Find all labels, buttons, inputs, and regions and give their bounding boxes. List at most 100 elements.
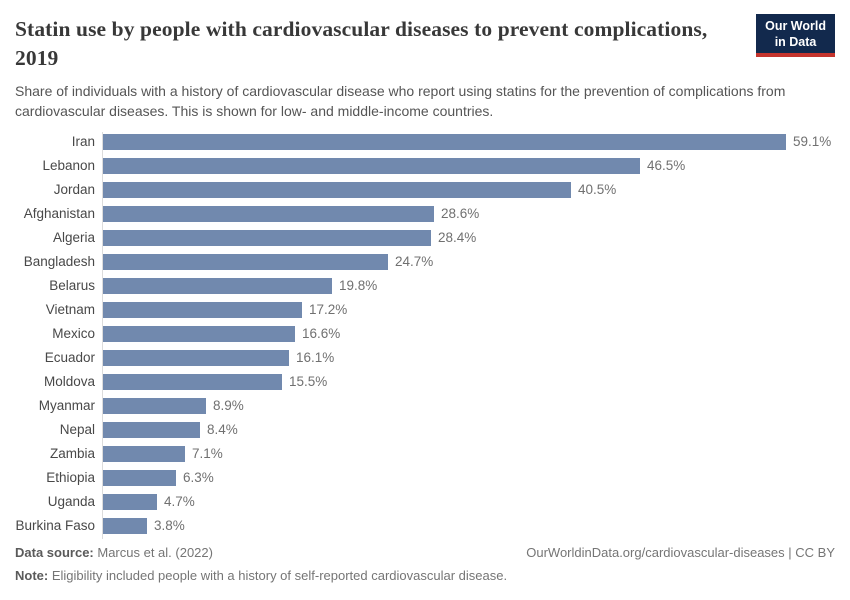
value-label: 4.7% [164,494,195,510]
bar-track: 17.2% [102,301,835,318]
value-label: 46.5% [647,158,686,174]
chart-row: Myanmar 8.9% [15,397,835,414]
bar[interactable] [103,445,185,462]
owid-logo-line1: Our World [765,19,826,33]
bar[interactable] [103,349,289,366]
bar-track: 24.7% [102,253,835,270]
country-label[interactable]: Mexico [52,326,95,342]
country-label[interactable]: Algeria [52,230,95,246]
value-label: 16.1% [296,350,335,366]
bar[interactable] [103,157,640,174]
bar[interactable] [103,133,786,150]
owid-logo[interactable]: Our World in Data [756,14,835,58]
value-label: 8.9% [213,398,244,414]
bar-track: 46.5% [102,157,835,174]
owid-logo-line2: in Data [774,34,817,49]
country-label[interactable]: Belarus [49,278,95,294]
value-label: 24.7% [395,254,434,270]
country-label[interactable]: Vietnam [45,302,95,318]
chart-row: Moldova 15.5% [15,373,835,390]
country-label[interactable]: Iran [71,134,95,150]
chart-row: Iran 59.1% [15,133,835,150]
bar-track: 6.3% [102,469,835,486]
value-label: 16.6% [302,326,341,342]
attribution-link[interactable]: OurWorldinData.org/cardiovascular-diseas… [526,545,835,560]
bar-track: 28.6% [102,205,835,222]
country-label[interactable]: Uganda [47,494,95,510]
bar-track: 59.1% [102,133,835,150]
bar-track: 8.9% [102,397,835,414]
value-label: 28.6% [441,206,480,222]
chart-row: Afghanistan 28.6% [15,205,835,222]
bar[interactable] [103,325,295,342]
bar-track: 16.1% [102,349,835,366]
bar[interactable] [103,493,157,510]
chart-header: Statin use by people with cardiovascular… [0,0,850,122]
chart-footer: Data source: Marcus et al. (2022) OurWor… [15,544,835,585]
country-label[interactable]: Afghanistan [23,206,95,222]
country-label[interactable]: Ecuador [44,350,95,366]
value-label: 7.1% [192,446,223,462]
value-label: 3.8% [154,518,185,534]
bar-track: 4.7% [102,493,835,510]
data-source-label: Data source: [15,545,94,560]
value-label: 15.5% [289,374,328,390]
bar[interactable] [103,517,147,534]
country-label[interactable]: Burkina Faso [15,518,95,534]
bar-track: 19.8% [102,277,835,294]
chart-row: Jordan 40.5% [15,181,835,198]
value-label: 40.5% [578,182,617,198]
value-label: 8.4% [207,422,238,438]
country-label[interactable]: Bangladesh [23,254,95,270]
country-label[interactable]: Ethiopia [46,470,95,486]
country-label[interactable]: Moldova [43,374,95,390]
note-label: Note: [15,568,49,584]
bar[interactable] [103,469,176,486]
value-label: 6.3% [183,470,214,486]
bar[interactable] [103,421,200,438]
bar-track: 40.5% [102,181,835,198]
value-label: 28.4% [438,230,477,246]
chart-row: Ethiopia 6.3% [15,469,835,486]
chart-row: Belarus 19.8% [15,277,835,294]
chart-row: Nepal 8.4% [15,421,835,438]
chart-row: Ecuador 16.1% [15,349,835,366]
bar[interactable] [103,181,571,198]
data-source: Data source: Marcus et al. (2022) [15,544,213,562]
bar[interactable] [103,397,206,414]
bar[interactable] [103,205,434,222]
bar[interactable] [103,229,431,246]
bar-chart-area: Iran 59.1% Lebanon 46.5% Jordan 40.5% Afghanis… [15,131,835,539]
chart-row: Mexico 16.6% [15,325,835,342]
bar[interactable] [103,253,388,270]
chart-subtitle: Share of individuals with a history of c… [15,83,786,120]
bar-track: 8.4% [102,421,835,438]
footer-note: Note: Eligibility included people with a… [15,567,835,585]
bar[interactable] [103,373,282,390]
value-label: 59.1% [793,134,832,150]
chart-title: Statin use by people with cardiovascular… [15,17,708,70]
data-source-value: Marcus et al. (2022) [93,545,213,560]
chart-row: Uganda 4.7% [15,493,835,510]
country-label[interactable]: Jordan [53,182,95,198]
country-label[interactable]: Nepal [59,422,95,438]
bar-track: 28.4% [102,229,835,246]
chart-row: Vietnam 17.2% [15,301,835,318]
chart-row: Algeria 28.4% [15,229,835,246]
bar-track: 15.5% [102,373,835,390]
bar[interactable] [103,301,302,318]
country-label[interactable]: Lebanon [42,158,95,174]
chart-row: Lebanon 46.5% [15,157,835,174]
bar[interactable] [103,277,332,294]
value-label: 19.8% [339,278,378,294]
bar-track: 3.8% [102,517,835,534]
chart-row: Zambia 7.1% [15,445,835,462]
value-label: 17.2% [309,302,348,318]
country-label[interactable]: Myanmar [38,398,95,414]
country-label[interactable]: Zambia [49,446,95,462]
note-value: Eligibility included people with a histo… [48,568,508,584]
chart-rows: Iran 59.1% Lebanon 46.5% Jordan 40.5% Afghanis… [15,133,835,534]
chart-row: Bangladesh 24.7% [15,253,835,270]
bar-track: 16.6% [102,325,835,342]
